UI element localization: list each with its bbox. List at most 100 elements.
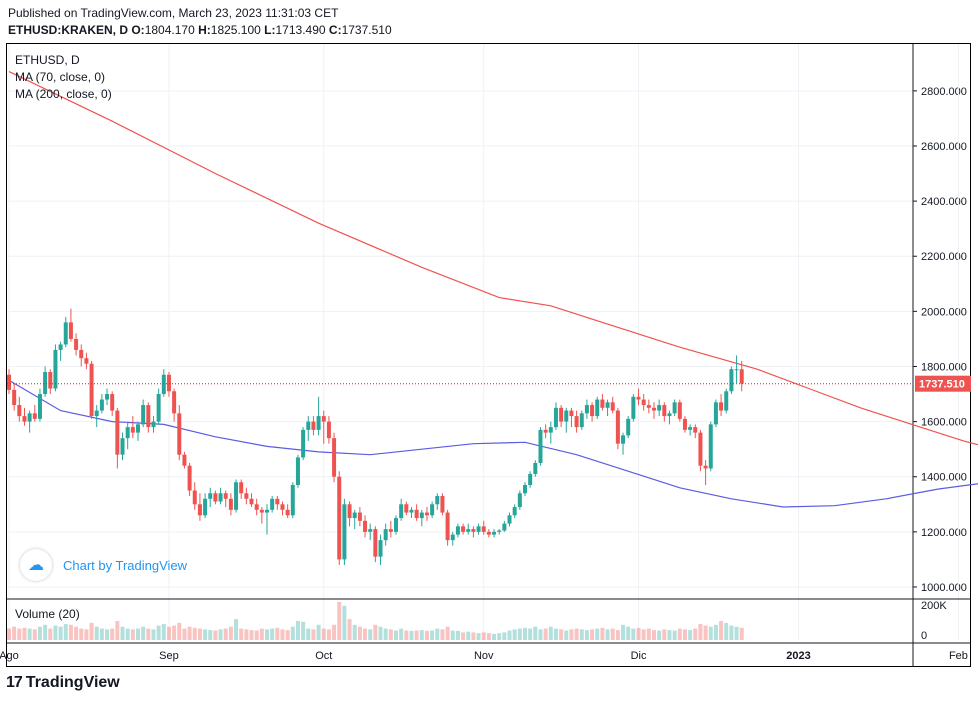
volume-bar [110,628,115,640]
symbol-label: ETHUSD:KRAKEN, D [8,23,128,37]
candle-body [388,529,393,532]
volume-bar [739,627,744,640]
volume-bar [486,633,491,640]
volume-bar [7,628,11,640]
last-price-badge [915,375,971,392]
volume-bar [481,632,486,640]
volume-bar [512,629,517,640]
volume-bar [523,627,527,640]
candle-body [626,418,631,436]
volume-tick-label: 200K [921,600,947,612]
candle-body [502,523,507,531]
chart-by-tradingview-badge[interactable]: ☁ Chart by TradingView [20,549,187,581]
footer-brand[interactable]: 17 TradingView [6,674,120,692]
volume-bar [621,624,626,640]
candle-body [631,396,636,419]
volume-bar [115,621,120,640]
candle-body [32,413,37,419]
candle-body [440,496,445,513]
candle-body [373,529,378,557]
volume-bar [693,628,698,640]
volume-bar [337,602,342,640]
candle-body [213,493,218,502]
volume-bar [548,626,553,640]
candle-body [430,504,435,516]
chart-frame[interactable] [6,43,971,667]
volume-bar [502,632,507,640]
volume-bar [435,628,440,640]
volume-bar [533,626,538,640]
brand-name: TradingView [25,674,120,691]
candle-body [182,454,187,466]
candle-body [120,438,125,455]
volume-bar [172,625,177,640]
y-tick-label: 2200.000 [921,251,967,263]
volume-bar [450,630,455,640]
candle-body [187,465,192,491]
candle-body [713,402,718,425]
volume-bar [734,626,739,640]
volume-bar [357,626,362,640]
candle-body [177,413,182,455]
volume-bar [326,629,331,640]
x-tick-label: Ago [0,650,19,662]
volume-bar [667,630,672,640]
volume-bar [636,627,641,640]
volume-bar [517,628,522,640]
candle-body [652,407,656,411]
y-tick-label: 1000.000 [921,582,967,594]
candle-body [553,407,558,428]
volume-bar [564,630,569,640]
candle-body [285,509,290,516]
volume-bar [610,628,615,640]
volume-bar [53,625,58,640]
candle-body [512,507,517,516]
legend-ma70: MA (70, close, 0) [15,70,106,84]
volume-bar [646,628,651,640]
candle-body [280,504,285,510]
candle-body [68,322,73,339]
volume-bar [409,630,414,640]
y-tick-label: 1200.000 [921,527,967,539]
candle-body [249,498,254,505]
volume-bar [584,630,589,640]
legend-symbol: ETHUSD, D [15,53,80,67]
candle-body [693,427,698,433]
volume-bar [48,628,53,640]
volume-bar [295,621,300,640]
volume-bar [58,626,63,640]
candle-body [497,530,502,532]
candle-body [172,391,177,414]
candle-body [559,407,564,422]
candle-body [254,504,259,510]
candle-body [244,493,249,499]
ma200-line [8,71,978,446]
candle-body [383,529,388,541]
volume-bar [249,630,254,640]
volume-bar [388,629,393,640]
volume-bar [404,630,409,640]
volume-bar [316,624,321,640]
candle-body [368,529,373,532]
candle-body [146,405,151,428]
volume-bar [682,629,687,640]
candle-body [486,531,491,535]
candle-body [259,509,264,513]
y-tick-label: 1600.000 [921,417,967,429]
volume-bar [146,628,151,640]
candle-body [739,369,744,384]
volume-bar [254,630,259,640]
y-tick-label: 2600.000 [921,141,967,153]
candle-body [311,421,316,430]
volume-bar [99,628,104,640]
volume-bar [203,629,208,640]
candle-body [27,413,32,422]
candle-body [471,529,476,532]
volume-bar [424,630,429,640]
close-label: C: [328,23,342,37]
volume-bar [559,629,564,640]
candle-body [538,429,543,463]
volume-bar [22,627,27,640]
candle-body [43,371,48,395]
